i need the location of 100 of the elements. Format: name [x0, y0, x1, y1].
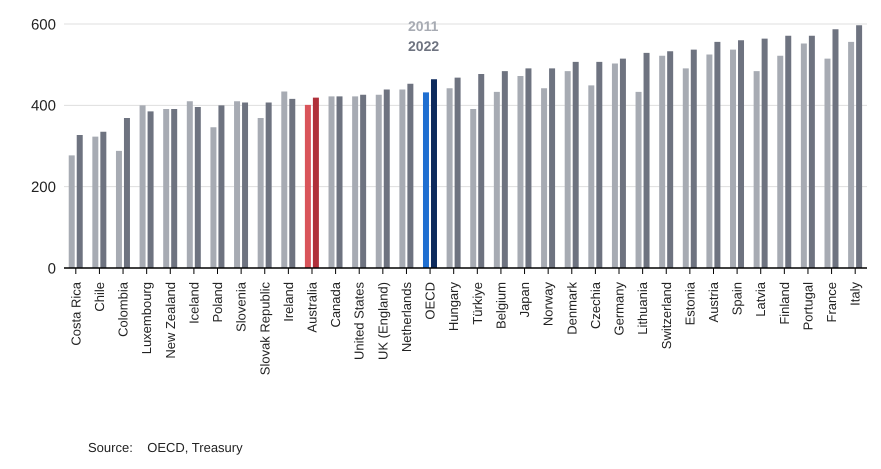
- x-tick-label: Canada: [328, 281, 344, 328]
- x-tick-label: Denmark: [564, 282, 580, 335]
- bar: [754, 71, 760, 268]
- bar: [682, 68, 689, 268]
- bar: [304, 104, 311, 268]
- source-note: Source: OECD, Treasury: [88, 440, 243, 455]
- x-tick-label: Portugal: [800, 282, 816, 330]
- bar: [194, 106, 201, 268]
- x-tick-label: Lithuania: [635, 281, 650, 335]
- y-tick-label: 600: [30, 16, 56, 34]
- bar: [352, 96, 358, 268]
- x-tick-label: Australia: [304, 281, 320, 333]
- bar: [824, 58, 830, 268]
- bar: [384, 89, 390, 268]
- bar: [777, 56, 784, 268]
- bar: [612, 63, 618, 268]
- bar: [116, 150, 122, 268]
- x-tick-label: Italy: [848, 282, 863, 306]
- bar: [376, 94, 382, 268]
- bar: [800, 44, 807, 268]
- bar: [856, 25, 862, 268]
- bar: [289, 98, 296, 268]
- bar: [785, 36, 792, 268]
- bar: [596, 62, 602, 268]
- bar: [706, 54, 712, 268]
- bar: [517, 76, 524, 268]
- bar: [422, 92, 429, 268]
- x-tick-label: Türkiye: [470, 282, 485, 325]
- x-tick-label: Latvia: [753, 281, 768, 317]
- bar: [667, 51, 674, 268]
- x-tick-label: Luxembourg: [139, 282, 154, 354]
- x-tick-label: Spain: [730, 282, 745, 316]
- bar: [407, 84, 414, 268]
- x-tick-label: Netherlands: [398, 282, 414, 352]
- x-tick-label: Belgium: [493, 282, 508, 329]
- bar: [328, 96, 335, 268]
- bar: [218, 105, 224, 268]
- x-tick-label: Ireland: [280, 282, 296, 322]
- bar: [171, 108, 178, 268]
- bar: [738, 40, 744, 268]
- bar: [76, 135, 83, 268]
- bar: [644, 52, 650, 268]
- bar: [312, 98, 319, 268]
- x-tick-label: Iceland: [186, 282, 202, 324]
- bar: [140, 105, 146, 268]
- y-tick-label: 0: [48, 260, 56, 278]
- x-tick-label: Finland: [776, 282, 792, 325]
- x-tick-label: Hungary: [446, 282, 462, 332]
- bar: [659, 56, 666, 268]
- bar: [124, 118, 130, 268]
- x-tick-label: Slovak Republic: [257, 282, 272, 376]
- x-tick-label: Colombia: [116, 281, 131, 337]
- bar: [430, 79, 437, 268]
- x-tick-label: France: [824, 282, 840, 322]
- x-tick-label: Czechia: [588, 281, 603, 329]
- bar: [564, 71, 571, 268]
- bar: [470, 108, 476, 268]
- bar: [808, 36, 815, 268]
- bar: [762, 38, 768, 268]
- x-tick-label: Germany: [612, 282, 627, 336]
- bar: [210, 127, 216, 268]
- bar: [832, 29, 838, 268]
- bar: [588, 85, 594, 268]
- bar: [360, 94, 366, 268]
- y-tick-label: 400: [30, 98, 56, 115]
- x-tick-label: Costa Rica: [68, 281, 84, 346]
- bar: [258, 118, 264, 268]
- x-tick-label: Japan: [517, 282, 532, 318]
- bar: [525, 68, 532, 268]
- bar: [478, 74, 484, 268]
- x-tick-label: Estonia: [682, 281, 698, 326]
- y-tick-label: 200: [30, 178, 56, 196]
- bar: [92, 136, 98, 268]
- bar: [68, 155, 75, 268]
- bar: [336, 96, 343, 268]
- bar: [163, 108, 170, 268]
- bar: [242, 102, 248, 268]
- x-tick-label: Chile: [92, 282, 107, 312]
- x-tick-label: UK (England): [375, 282, 390, 360]
- x-tick-label: Norway: [540, 282, 556, 326]
- bar: [100, 132, 106, 268]
- bar: [266, 102, 272, 268]
- bar: [730, 50, 736, 268]
- text: 2011: [408, 17, 440, 36]
- bar: [494, 92, 500, 268]
- bar: [399, 89, 406, 268]
- bar: [454, 78, 461, 268]
- bar: [502, 71, 508, 268]
- x-tick-label: United States: [352, 282, 367, 360]
- x-tick-label: Poland: [210, 282, 226, 322]
- x-tick-label: Switzerland: [658, 282, 674, 350]
- bar: [549, 68, 556, 268]
- x-tick-label: Austria: [706, 281, 721, 322]
- bar: [572, 62, 579, 268]
- x-tick-label: OECD: [422, 282, 438, 320]
- bar: [234, 101, 240, 268]
- bar: [148, 111, 154, 268]
- bar: [446, 88, 453, 268]
- x-tick-label: Slovenia: [234, 281, 249, 332]
- bar: [620, 58, 626, 268]
